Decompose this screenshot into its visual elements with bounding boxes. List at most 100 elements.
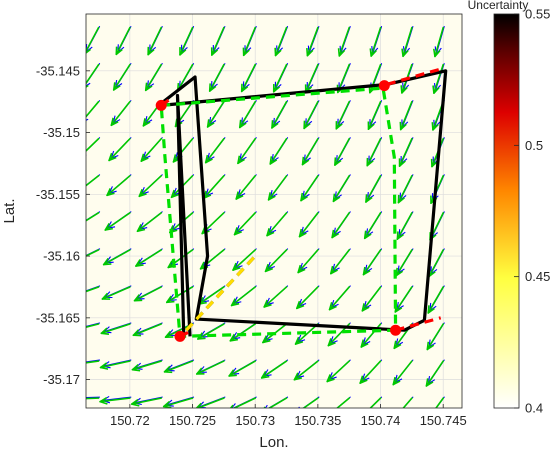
vector-arrow-head [262,335,271,344]
vector-arrow-head [164,330,174,338]
colorbar-tick-label: 0.45 [525,269,550,284]
vector-arrow-head [267,192,276,201]
colorbar-tick-label: 0.55 [525,7,550,22]
vector-arrow-shaft [104,212,131,231]
vector-arrow-head [195,402,202,408]
vector-arrow-head [77,152,84,159]
vector-arrow-head [331,229,340,239]
vector-arrow-head [108,152,117,162]
vector-arrow-shaft [163,360,194,373]
vector-arrow-shaft [331,212,351,239]
vector-arrow-head [334,157,342,166]
vector-arrow-head [69,361,76,367]
vector-arrow-head [242,47,250,57]
vector-arrow-shaft [334,137,351,166]
vector-arrow-shaft [240,63,256,93]
vector-arrow-shaft [272,63,288,93]
vector-arrow-head [327,338,336,347]
vector-arrow-shaft [306,26,319,57]
vector-arrow-head [73,290,81,296]
vector-arrow-shaft [86,397,100,400]
vector-arrow-shaft [269,137,288,165]
vector-arrow-head [240,83,249,93]
vector-arrow-shaft [86,100,100,118]
vector-arrow-head [106,187,115,197]
vector-arrow-shaft [86,396,101,399]
vector-arrow-head [363,230,372,240]
vector-arrow-head [210,47,219,56]
vector-arrow-head [361,303,370,312]
corner-point [155,99,167,111]
corner-points [155,80,402,342]
vector-arrow-head [232,262,241,271]
vector-arrow-shaft [260,360,288,379]
vector-arrow-head [104,222,113,231]
vector-arrow-shaft [135,249,162,267]
vector-arrow-shaft [131,360,162,371]
vector-arrow-shaft [136,212,162,233]
vector-arrow-shaft [398,137,413,167]
vector-arrow-shaft [367,100,382,130]
vector-arrow-shaft [99,360,131,369]
vector-arrow-shaft [301,137,319,166]
plot-frame [85,13,463,409]
vector-arrow-head [369,48,377,57]
vector-arrow-shaft [130,397,162,405]
y-tick-label: -35.165 [36,310,80,325]
vector-arrow-shaft [427,286,445,314]
vector-arrow-shaft [233,212,256,236]
vector-arrow-shaft [133,286,162,302]
vector-arrow-head [272,84,281,93]
vector-arrow-head [432,48,441,58]
colorbar-label: Uncertainty [468,0,529,12]
vector-arrow-shaft [425,360,445,387]
colorbar-gradient [493,13,520,409]
x-tick-label: 150.745 [420,413,467,428]
y-tick-label: -35.145 [36,63,80,78]
vector-arrow-shaft [426,323,445,351]
vector-arrow-shaft [102,249,131,266]
vector-arrow-shaft [296,286,319,310]
vector-arrow-shaft [369,397,382,408]
vector-arrow-head [101,292,111,300]
vector-arrow-head [398,158,406,167]
vector-arrow-shaft [294,323,319,345]
vector-arrow-head [233,227,243,236]
vector-arrow-head [69,326,77,332]
x-tick-label: 150.72 [110,413,150,428]
vector-arrow-shaft [338,26,351,57]
vector-arrow-head [366,157,374,167]
vector-arrow-head [229,404,234,408]
vector-arrow-shaft [359,360,382,384]
vector-arrow-shaft [237,137,256,165]
vector-arrow-shaft [266,212,288,237]
vector-arrow-shaft [326,360,351,383]
vector-arrow-head [112,82,121,91]
vector-arrow-head [400,85,408,94]
vector-arrow-head [431,122,439,131]
solid-boundary-line [175,93,192,337]
vector-arrow-shaft [302,397,319,408]
vector-arrow-head [75,221,83,227]
vector-arrow-shaft [330,249,351,275]
vector-arrow-shaft [363,212,382,240]
vector-arrow-shaft [428,249,445,278]
vector-arrow-shaft [263,286,288,308]
vector-arrow-head [399,121,407,131]
vector-arrow-shaft [86,26,100,53]
vector-arrow-head [326,374,335,383]
vector-arrow-head [297,264,306,274]
vector-arrow-head [71,395,78,401]
vector-arrow-head [162,400,172,408]
vector-arrow-head [396,231,405,240]
vector-arrow-head [133,294,143,302]
vector-arrow-head [264,263,274,273]
vector-arrow-head [393,340,402,350]
vector-arrow-head [293,372,303,381]
vector-arrow-shaft [303,100,319,130]
vector-arrow-head [296,300,305,310]
vector-arrow-head [170,189,180,199]
vector-arrow-head [195,367,205,375]
